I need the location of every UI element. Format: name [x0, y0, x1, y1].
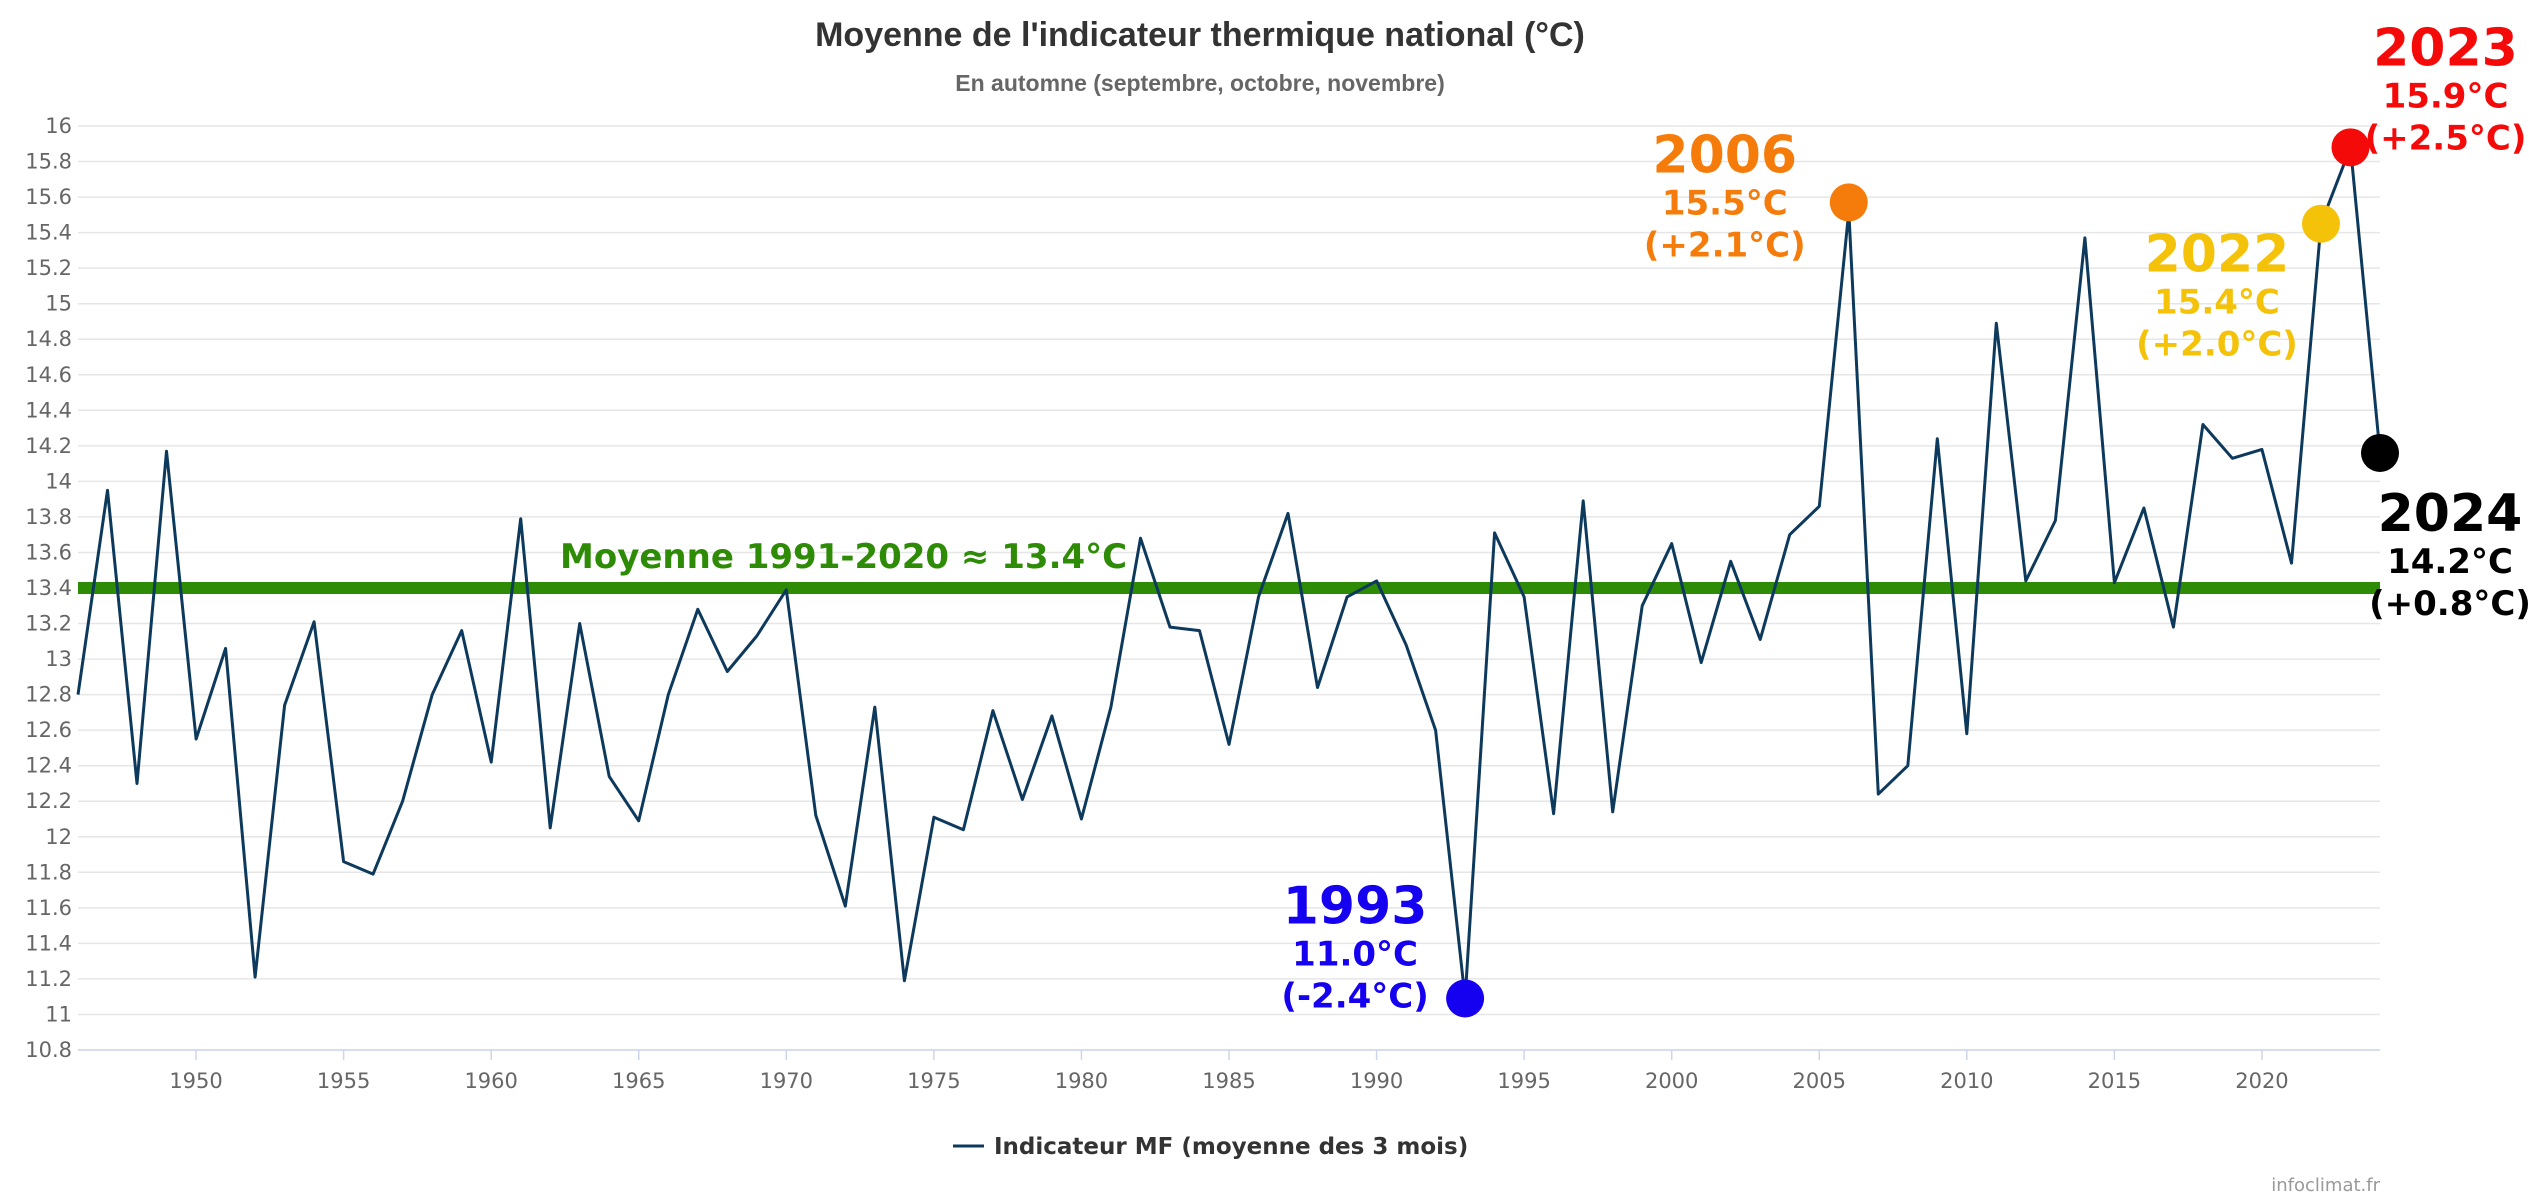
- y-tick-label: 14.4: [25, 398, 72, 422]
- highlight-point-2022[interactable]: [2301, 204, 2340, 243]
- average-label: Moyenne 1991-2020 ≈ 13.4°C: [560, 537, 1127, 577]
- y-tick-label: 14: [45, 469, 72, 493]
- y-tick-label: 13: [45, 647, 72, 671]
- credits[interactable]: infoclimat.fr: [2271, 1175, 2380, 1196]
- legend-label: Indicateur MF (moyenne des 3 mois): [994, 1134, 1468, 1160]
- y-tick-label: 11: [45, 1002, 72, 1026]
- y-tick-label: 10.8: [25, 1038, 72, 1062]
- x-tick-label: 1990: [1350, 1069, 1403, 1093]
- y-tick-label: 13.2: [25, 612, 72, 636]
- legend[interactable]: Indicateur MF (moyenne des 3 mois): [953, 1134, 1468, 1160]
- annotation-anomaly-2006: (+2.1°C): [1644, 225, 1806, 265]
- annotation-anomaly-2022: (+2.0°C): [2136, 325, 2298, 365]
- x-tick-label: 1985: [1202, 1069, 1255, 1093]
- annotation-anomaly-2023: (+2.5°C): [2365, 118, 2527, 158]
- highlight-point-2023[interactable]: [2331, 128, 2370, 167]
- y-tick-label: 13.8: [25, 505, 72, 529]
- y-tick-label: 13.4: [25, 576, 72, 600]
- x-tick-label: 2010: [1940, 1069, 1993, 1093]
- highlight-point-2006[interactable]: [1829, 183, 1868, 222]
- x-tick-label: 2015: [2088, 1069, 2141, 1093]
- x-tick-label: 1970: [760, 1069, 813, 1093]
- highlight-point-2024[interactable]: [2361, 433, 2399, 472]
- highlight-points: [1446, 128, 2399, 1018]
- y-tick-label: 15.8: [25, 150, 72, 174]
- annotation-value-2006: 15.5°C: [1662, 183, 1788, 223]
- x-tick-label: 1975: [907, 1069, 960, 1093]
- y-tick-label: 16: [45, 114, 72, 138]
- annotation-value-2022: 15.4°C: [2154, 283, 2280, 323]
- x-tick-label: 1960: [464, 1069, 517, 1093]
- y-tick-label: 15.6: [25, 185, 72, 209]
- y-tick-label: 14.2: [25, 434, 72, 458]
- y-tick-label: 11.6: [25, 896, 72, 920]
- x-axis: 1950 1955 1960 1965 1970 1975 1980 1985 1990 1995…: [78, 1049, 2380, 1093]
- annotation-year-1993: 1993: [1283, 876, 1428, 936]
- x-tick-label: 1955: [317, 1069, 370, 1093]
- annotation-year-2023: 2023: [2373, 18, 2518, 78]
- annotation-value-1993: 11.0°C: [1292, 934, 1418, 974]
- x-tick-label: 1950: [169, 1069, 222, 1093]
- x-tick-label: 1965: [612, 1069, 665, 1093]
- y-tick-label: 12.6: [25, 718, 72, 742]
- y-tick-label: 15.2: [25, 256, 72, 280]
- y-tick-label: 11.4: [25, 931, 72, 955]
- x-tick-label: 2005: [1793, 1069, 1846, 1093]
- x-tick-label: 1995: [1497, 1069, 1550, 1093]
- y-tick-label: 12.8: [25, 683, 72, 707]
- y-tick-label: 13.6: [25, 540, 72, 564]
- chart-title: Moyenne de l'indicateur thermique nation…: [815, 16, 1585, 54]
- annotation-year-2024: 2024: [2378, 484, 2523, 544]
- y-tick-label: 11.2: [25, 967, 72, 991]
- y-tick-label: 14.8: [25, 327, 72, 351]
- y-tick-label: 12.4: [25, 754, 72, 778]
- y-tick-label: 12.2: [25, 789, 72, 813]
- y-axis: 10.8 11 11.2 11.4 11.6 11.8 12 12.2 12.4 12.6 12.8…: [25, 114, 72, 1062]
- x-tick-label: 2020: [2235, 1069, 2288, 1093]
- y-tick-label: 15: [45, 292, 72, 316]
- chart-subtitle: En automne (septembre, octobre, novembre…: [955, 70, 1444, 96]
- annotation-anomaly-1993: (-2.4°C): [1281, 976, 1428, 1016]
- y-tick-label: 15.4: [25, 221, 72, 245]
- highlight-point-1993[interactable]: [1446, 979, 1485, 1018]
- annotation-year-2006: 2006: [1652, 125, 1797, 185]
- y-tick-label: 12: [45, 825, 72, 849]
- x-tick-label: 2000: [1645, 1069, 1698, 1093]
- annotation-anomaly-2024: (+0.8°C): [2369, 584, 2529, 624]
- x-tick-label: 1980: [1055, 1069, 1108, 1093]
- y-tick-label: 14.6: [25, 363, 72, 387]
- annotation-year-2022: 2022: [2145, 225, 2290, 285]
- series-line: [76, 145, 2382, 1000]
- annotation-value-2024: 14.2°C: [2387, 542, 2513, 582]
- annotation-value-2023: 15.9°C: [2383, 76, 2509, 116]
- y-tick-label: 11.8: [25, 860, 72, 884]
